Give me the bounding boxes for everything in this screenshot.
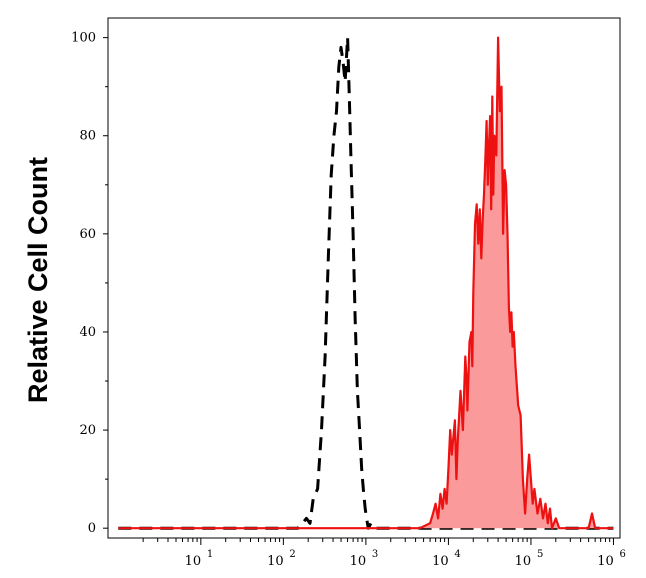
axes-layer <box>107 17 621 539</box>
ticks-layer: 0 20 40 60 80 100 10 1 10 2 10 3 10 4 10 5 10 6 <box>71 31 626 569</box>
series-layer <box>118 36 614 530</box>
x-tick-label: 10 <box>597 554 614 569</box>
y-tick-label: 0 <box>88 521 96 536</box>
y-tick-label: 100 <box>71 31 96 46</box>
x-tick-label: 10 <box>515 554 532 569</box>
series-1-area <box>118 37 614 529</box>
x-tick-exponent: 1 <box>207 549 213 560</box>
series-1-line <box>118 36 614 530</box>
plot-frame <box>107 17 621 539</box>
x-tick-label: 10 <box>267 554 284 569</box>
series-0-line <box>118 36 614 530</box>
y-tick-label: 20 <box>79 423 96 438</box>
x-tick-label: 10 <box>185 554 202 569</box>
x-tick-exponent: 4 <box>454 549 460 560</box>
x-tick-exponent: 5 <box>537 549 543 560</box>
x-tick-label: 10 <box>350 554 367 569</box>
x-tick-exponent: 6 <box>619 549 625 560</box>
x-tick-exponent: 2 <box>289 549 295 560</box>
x-tick-exponent: 3 <box>372 549 378 560</box>
y-tick-label: 80 <box>79 129 96 144</box>
y-tick-label: 40 <box>79 325 96 340</box>
y-axis-label: Relative Cell Count <box>23 157 53 403</box>
y-tick-label: 60 <box>79 227 96 242</box>
x-tick-label: 10 <box>432 554 449 569</box>
